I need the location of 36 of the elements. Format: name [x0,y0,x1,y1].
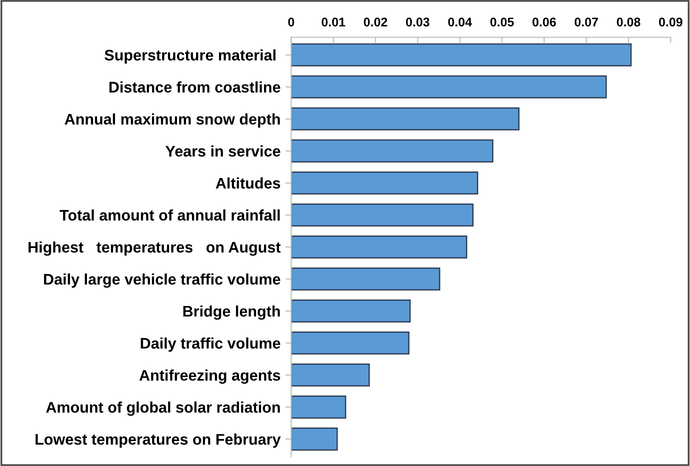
y-tick-label: Highest temperatures on August [28,241,281,256]
y-tick-label: Daily large vehicle traffic volume [44,273,280,288]
y-tick-label: Daily traffic volume [140,337,280,352]
x-tick-label: 0.01 [322,18,346,26]
x-tick-label: 0.02 [364,18,388,26]
bar [291,203,474,226]
x-tick-label: 0.05 [490,18,514,26]
y-tick-label: Amount of global solar radiation [46,402,280,416]
y-tick-label: Altitudes [216,177,280,189]
bar [291,139,494,162]
x-tick-label: 0.03 [406,18,430,26]
bar [291,75,607,98]
y-tick-label: Antifreezing agents [139,370,280,384]
bar [291,43,632,66]
x-tick-label: 0 [288,18,294,26]
x-tick-label: 0.08 [616,18,640,26]
y-tick-label: Superstructure material [104,49,276,64]
bar [291,364,370,387]
bar [291,428,338,451]
y-tick-label: Annual maximum snow depth [64,113,280,128]
y-tick-label: Distance from coastline [109,81,280,93]
bar [291,267,440,291]
x-tick-label: 0.09 [659,18,682,26]
bar [291,107,520,130]
bar [291,171,478,194]
y-tick-label: Bridge length [183,305,280,320]
bar [291,235,468,258]
x-tick-label: 0.04 [448,18,472,26]
bar [291,332,410,355]
y-tick-label: Years in service [166,145,280,157]
y-tick-label: Lowest temperatures on February [36,434,281,448]
bar [291,300,411,323]
y-tick-label: Total amount of annual rainfall [60,209,280,221]
x-tick-label: 0.06 [532,18,556,26]
x-tick-label: 0.07 [574,18,598,26]
bar [291,396,346,419]
